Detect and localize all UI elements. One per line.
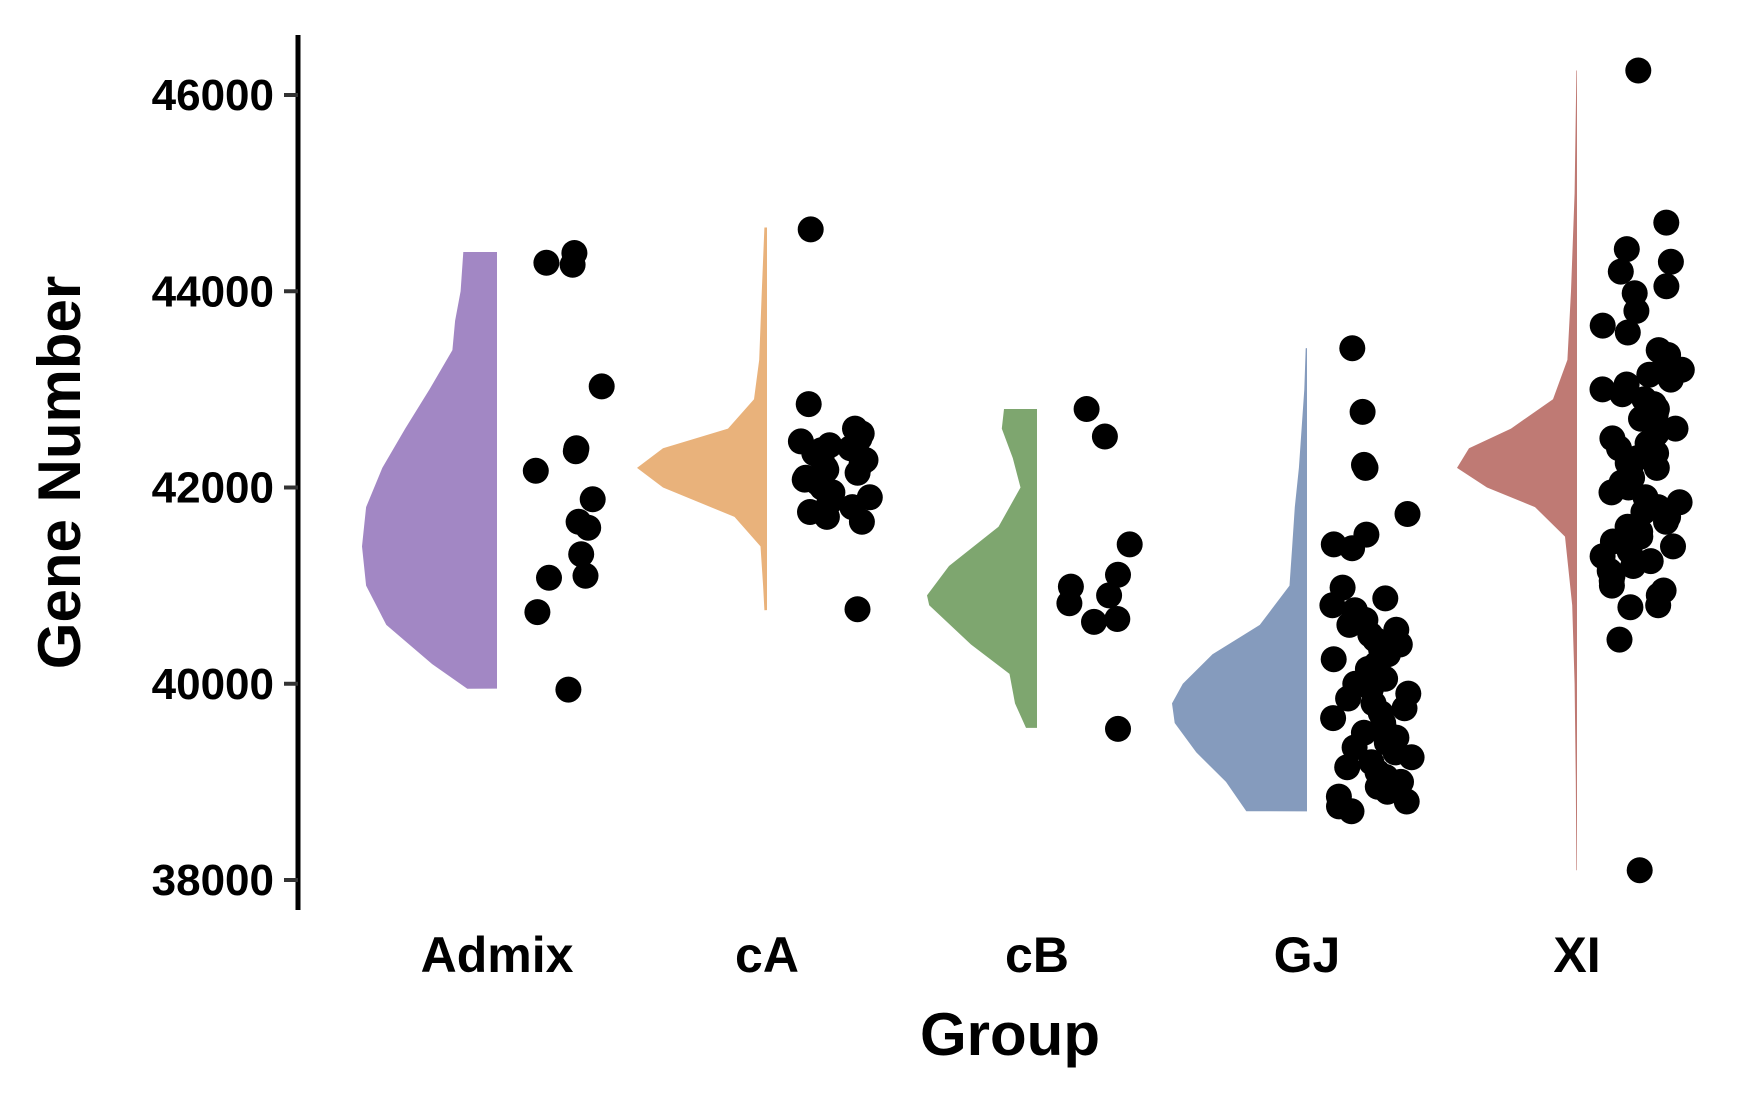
- data-point-cB: [1081, 608, 1107, 635]
- data-point-XI: [1609, 381, 1636, 408]
- data-point-XI: [1657, 248, 1684, 275]
- x-tick-label-cB: cB: [1005, 927, 1069, 983]
- data-point-cB: [1096, 582, 1123, 609]
- data-point-cB: [1105, 561, 1131, 588]
- violin-cB: [927, 409, 1037, 728]
- data-point-Admix: [568, 541, 595, 568]
- data-point-GJ: [1393, 788, 1420, 815]
- data-point-XI: [1617, 594, 1644, 621]
- data-point-XI: [1607, 258, 1634, 285]
- data-point-Admix: [588, 373, 615, 400]
- data-point-GJ: [1394, 501, 1421, 527]
- data-point-GJ: [1335, 685, 1362, 712]
- x-tick-label-cA: cA: [735, 927, 799, 983]
- data-point-Admix: [536, 564, 562, 591]
- data-point-Admix: [562, 438, 589, 465]
- data-point-GJ: [1391, 695, 1418, 722]
- data-point-Admix: [524, 599, 551, 626]
- data-point-GJ: [1334, 754, 1361, 781]
- data-point-XI: [1623, 297, 1650, 324]
- data-point-Admix: [575, 514, 602, 541]
- data-point-cA: [844, 596, 871, 623]
- data-point-XI: [1653, 273, 1680, 300]
- data-point-XI: [1589, 312, 1616, 339]
- data-point-cA: [844, 459, 871, 486]
- violin-Admix: [362, 252, 497, 689]
- data-point-GJ: [1352, 454, 1379, 481]
- data-point-cA: [813, 503, 840, 530]
- y-axis-title: Gene Number: [26, 276, 93, 669]
- data-point-Admix: [533, 249, 560, 276]
- data-point-XI: [1614, 319, 1641, 346]
- data-point-XI: [1636, 361, 1663, 388]
- data-point-XI: [1620, 553, 1647, 579]
- data-point-XI: [1660, 533, 1686, 560]
- data-point-XI: [1598, 479, 1625, 506]
- data-point-Admix: [579, 486, 606, 513]
- data-point-XI: [1626, 857, 1653, 884]
- data-point-XI: [1598, 572, 1625, 599]
- y-tick-label: 40000: [152, 660, 274, 709]
- data-point-cB: [1073, 396, 1100, 422]
- data-point-GJ: [1336, 611, 1363, 638]
- data-point-cA: [848, 508, 875, 535]
- data-point-GJ: [1338, 798, 1365, 825]
- data-point-GJ: [1320, 705, 1347, 732]
- data-point-Admix: [522, 457, 549, 484]
- data-point-GJ: [1374, 778, 1401, 805]
- data-point-XI: [1589, 376, 1616, 403]
- data-point-XI: [1643, 454, 1670, 481]
- data-point-XI: [1645, 592, 1672, 619]
- data-point-XI: [1657, 366, 1684, 393]
- x-tick-label-Admix: Admix: [421, 927, 574, 983]
- data-point-XI: [1625, 57, 1652, 84]
- data-point-GJ: [1349, 398, 1376, 425]
- data-point-cB: [1116, 531, 1143, 558]
- data-point-Admix: [555, 676, 582, 703]
- violin-XI: [1457, 70, 1577, 871]
- data-point-Admix: [559, 251, 586, 278]
- data-point-XI: [1606, 626, 1633, 653]
- data-point-XI: [1653, 508, 1679, 535]
- data-point-GJ: [1372, 585, 1399, 612]
- x-tick-label-XI: XI: [1553, 927, 1600, 983]
- data-point-XI: [1613, 236, 1640, 263]
- data-point-Admix: [572, 562, 599, 589]
- data-point-cA: [795, 391, 822, 418]
- y-tick-label: 46000: [152, 71, 274, 120]
- data-point-cA: [797, 216, 824, 243]
- y-tick-label: 44000: [152, 267, 274, 316]
- data-point-GJ: [1319, 592, 1346, 619]
- data-point-GJ: [1339, 535, 1366, 562]
- data-point-XI: [1653, 209, 1680, 236]
- x-axis-title: Group: [920, 1001, 1100, 1068]
- violin-cA: [637, 227, 767, 611]
- violin-GJ: [1172, 348, 1307, 812]
- data-point-cB: [1056, 590, 1083, 617]
- y-tick-label: 38000: [152, 856, 274, 905]
- data-point-GJ: [1398, 744, 1425, 771]
- data-point-GJ: [1339, 335, 1366, 362]
- data-point-cB: [1091, 423, 1118, 450]
- data-point-cB: [1105, 715, 1131, 742]
- data-point-GJ: [1341, 734, 1368, 761]
- data-point-cB: [1104, 606, 1131, 632]
- y-tick-label: 42000: [152, 464, 274, 513]
- x-tick-label-GJ: GJ: [1274, 927, 1341, 983]
- data-point-GJ: [1320, 646, 1347, 673]
